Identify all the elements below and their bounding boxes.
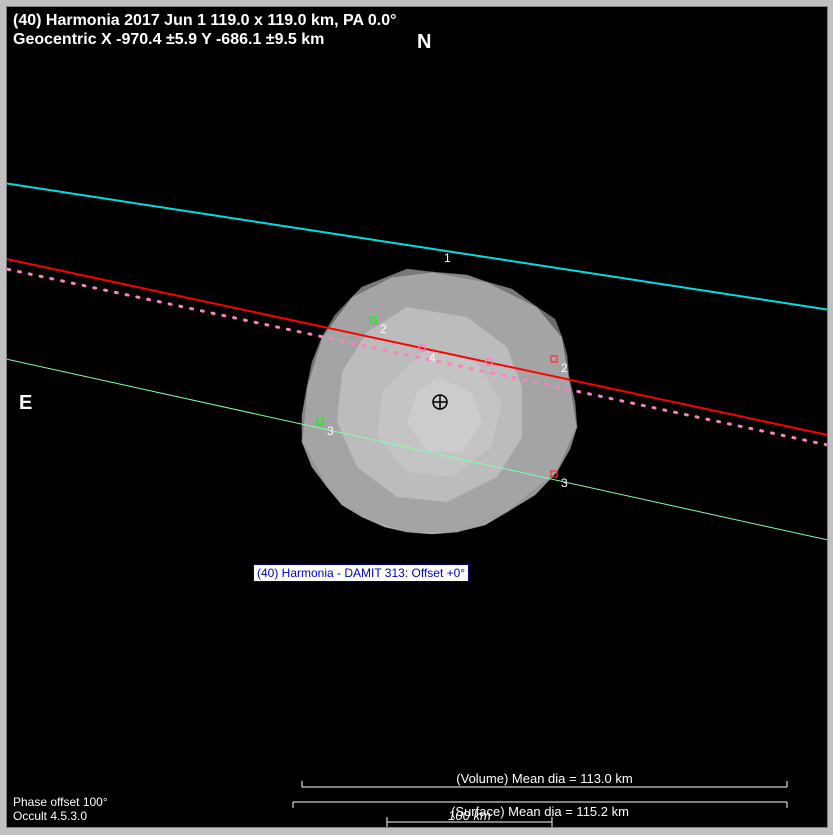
scale-label: 100 km — [448, 808, 491, 823]
chord-label-2-b: 2 — [561, 361, 568, 375]
chord-label-3: 3 — [327, 424, 334, 438]
title-line2: Geocentric X -970.4 ±5.9 Y -686.1 ±9.5 k… — [13, 31, 324, 49]
chord-label-3-b: 3 — [561, 476, 568, 490]
north-label: N — [417, 31, 431, 54]
sky-plane-viewport: 122334(Volume) Mean dia = 113.0 km(Surfa… — [6, 6, 828, 828]
chord-label-4: 4 — [429, 351, 436, 365]
east-label: E — [19, 392, 32, 415]
occult-window: 122334(Volume) Mean dia = 113.0 km(Surfa… — [0, 0, 833, 835]
scene-svg: 122334(Volume) Mean dia = 113.0 km(Surfa… — [7, 7, 827, 827]
volume-dia-text: (Volume) Mean dia = 113.0 km — [456, 771, 632, 786]
phase-offset-label: Phase offset 100° — [13, 795, 108, 809]
chord-label-1: 1 — [444, 251, 451, 265]
asteroid-facet — [407, 532, 457, 534]
title-line1: (40) Harmonia 2017 Jun 1 119.0 x 119.0 k… — [13, 12, 397, 30]
asteroid-model-label: (40) Harmonia - DAMIT 313: Offset +0° — [253, 564, 469, 582]
chord-label-2: 2 — [380, 322, 387, 336]
version-label: Occult 4.5.3.0 — [13, 809, 87, 823]
